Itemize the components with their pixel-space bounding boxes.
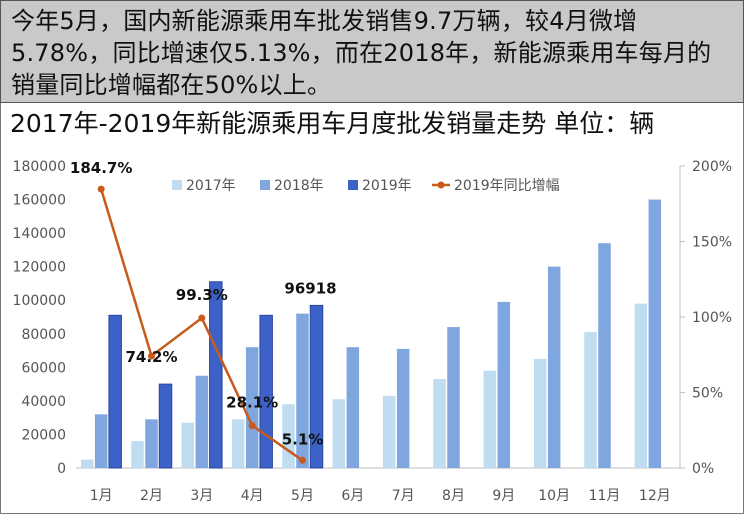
x-tick-label: 10月 xyxy=(538,488,570,504)
y-left-tick-label: 80000 xyxy=(21,327,66,343)
bar-2017年-4月 xyxy=(231,419,245,468)
x-tick-label: 1月 xyxy=(90,488,113,504)
y-left-tick-label: 160000 xyxy=(13,193,66,209)
growth-point-3月 xyxy=(198,314,206,322)
y-right-tick-label: 200% xyxy=(692,159,732,175)
bar-2018年-4月 xyxy=(245,347,259,468)
bar-2019年-4月 xyxy=(259,314,273,469)
bar-2017年-8月 xyxy=(433,379,446,468)
bar-2018年-9月 xyxy=(497,301,511,468)
chart-title: 2017年-2019年新能源乘用车月度批发销量走势 单位：辆 xyxy=(10,109,655,138)
bar-2017年-10月 xyxy=(533,358,547,468)
x-tick-label: 11月 xyxy=(589,488,621,504)
x-tick-label: 5月 xyxy=(291,488,314,504)
x-tick-label: 12月 xyxy=(639,488,671,504)
legend-swatch-2017年 xyxy=(172,180,182,190)
y-left-tick-label: 180000 xyxy=(13,159,66,175)
legend-label: 2017年 xyxy=(186,178,236,194)
x-tick-label: 3月 xyxy=(190,488,213,504)
data-label: 74.2% xyxy=(125,348,177,366)
growth-point-5月 xyxy=(299,456,306,464)
x-tick-label: 7月 xyxy=(392,488,415,504)
growth-point-1月 xyxy=(97,185,105,193)
bar-2018年-12月 xyxy=(648,199,662,469)
axes-group: 0200004000060000800001000001200001400001… xyxy=(13,159,732,504)
bar-2017年-2月 xyxy=(131,441,144,468)
data-label: 5.1% xyxy=(282,430,324,448)
data-label: 96918 xyxy=(284,279,336,297)
bar-2018年-2月 xyxy=(145,419,158,468)
legend-label: 2018年 xyxy=(274,178,324,194)
bar-2017年-12月 xyxy=(634,303,648,468)
bar-2017年-7月 xyxy=(382,395,396,468)
y-left-tick-label: 40000 xyxy=(21,394,66,410)
legend-label: 2019年同比增幅 xyxy=(454,178,560,194)
bar-2018年-3月 xyxy=(195,375,209,468)
bars-group xyxy=(80,199,662,469)
bar-2017年-11月 xyxy=(584,332,597,468)
bar-2018年-11月 xyxy=(598,243,611,468)
bar-2017年-6月 xyxy=(332,399,346,468)
bar-2018年-8月 xyxy=(447,327,460,468)
legend-label: 2019年 xyxy=(362,178,412,194)
x-tick-label: 4月 xyxy=(241,488,264,504)
legend-swatch-2019年 xyxy=(348,180,358,190)
y-left-tick-label: 100000 xyxy=(13,293,66,309)
y-left-tick-label: 60000 xyxy=(21,360,66,376)
legend-group: 2017年 2018年 2019年 2019年同比增幅 xyxy=(172,178,560,194)
bar-2019年-5月 xyxy=(309,304,324,469)
data-label: 99.3% xyxy=(176,286,228,304)
legend-swatch-2018年 xyxy=(260,180,270,190)
bar-2019年-1月 xyxy=(108,314,122,469)
x-tick-label: 8月 xyxy=(442,488,465,504)
y-right-tick-label: 100% xyxy=(692,310,732,326)
bar-2019年-2月 xyxy=(158,383,173,469)
legend-marker-2019年同比增幅 xyxy=(437,181,445,189)
growth-point-2月 xyxy=(148,352,155,360)
bar-2018年-6月 xyxy=(346,347,360,468)
x-tick-label: 2月 xyxy=(140,488,163,504)
y-left-tick-label: 120000 xyxy=(13,260,66,276)
y-left-tick-label: 140000 xyxy=(13,226,66,242)
growth-line-group xyxy=(97,185,306,464)
bar-2018年-1月 xyxy=(94,414,108,468)
bar-2017年-9月 xyxy=(483,370,497,468)
x-tick-label: 6月 xyxy=(341,488,364,504)
data-labels-group: 184.7% 74.2% 99.3% 28.1%5.1% 96918 xyxy=(70,159,337,448)
y-right-tick-label: 150% xyxy=(692,235,732,251)
growth-point-4月 xyxy=(248,422,256,430)
bar-2017年-1月 xyxy=(80,459,94,468)
bar-2019年-3月 xyxy=(209,281,223,469)
y-left-tick-label: 20000 xyxy=(21,427,66,443)
y-right-tick-label: 50% xyxy=(692,386,723,402)
bar-2017年-3月 xyxy=(181,422,195,468)
x-tick-label: 9月 xyxy=(492,488,515,504)
y-right-tick-label: 0% xyxy=(692,461,714,477)
caption-text: 今年5月，国内新能源乘用车批发销售9.7万辆，较4月微增5.78%，同比增速仅5… xyxy=(0,0,744,103)
bar-2018年-7月 xyxy=(396,348,410,468)
bar-2018年-5月 xyxy=(296,313,309,468)
data-label: 184.7% xyxy=(70,159,132,177)
bar-2018年-10月 xyxy=(547,266,561,468)
y-left-tick-label: 0 xyxy=(57,461,66,477)
data-label: 28.1% xyxy=(226,394,278,412)
